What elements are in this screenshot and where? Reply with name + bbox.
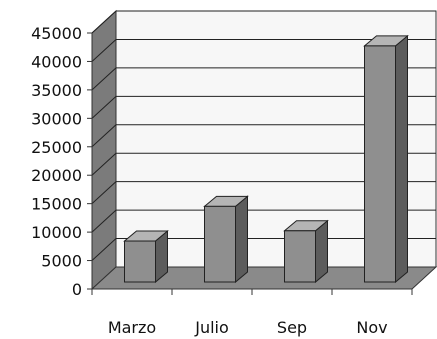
gridline-diagonal <box>91 39 117 62</box>
bar <box>363 34 409 284</box>
bar <box>123 229 169 284</box>
bar-front <box>124 240 156 283</box>
gridline-diagonal <box>91 152 117 176</box>
bar-side <box>395 34 408 284</box>
axes <box>87 32 413 295</box>
y-axis-tick-labels: 0 5000 10000 15000 20000 25000 30000 35000 40000… <box>31 24 82 299</box>
gridline-diagonal <box>91 124 117 148</box>
x-category-label: Marzo <box>108 318 156 337</box>
bar-front <box>364 45 396 283</box>
y-tick-label: 45000 <box>31 24 82 43</box>
bar-side <box>315 219 328 284</box>
bar <box>203 195 249 284</box>
x-category-label: Nov <box>356 318 387 337</box>
y-tick-label: 40000 <box>31 52 82 71</box>
gridline-diagonal <box>91 67 117 91</box>
bar-front <box>204 205 236 283</box>
gridline-diagonal <box>91 10 117 34</box>
bar-front <box>284 230 316 283</box>
bar-side <box>235 195 248 284</box>
x-axis-category-labels: Marzo Julio Sep Nov <box>108 318 388 337</box>
left-wall <box>91 9 117 291</box>
gridline-diagonal <box>91 209 117 233</box>
y-tick-label: 25000 <box>31 138 82 157</box>
gridline-diagonal <box>91 181 117 205</box>
y-tick-label: 10000 <box>31 223 82 242</box>
y-tick-label: 15000 <box>31 195 82 214</box>
x-category-label: Julio <box>194 318 229 337</box>
gridline-diagonal <box>91 95 117 119</box>
y-tick-label: 30000 <box>31 109 82 128</box>
gridline-diagonal <box>91 238 117 261</box>
y-tick-label: 20000 <box>31 166 82 185</box>
y-tick-label: 5000 <box>41 252 82 271</box>
y-tick-label: 0 <box>72 280 82 299</box>
bar <box>283 219 329 284</box>
y-tick-label: 35000 <box>31 81 82 100</box>
bars <box>123 34 409 284</box>
x-category-label: Sep <box>277 318 307 337</box>
